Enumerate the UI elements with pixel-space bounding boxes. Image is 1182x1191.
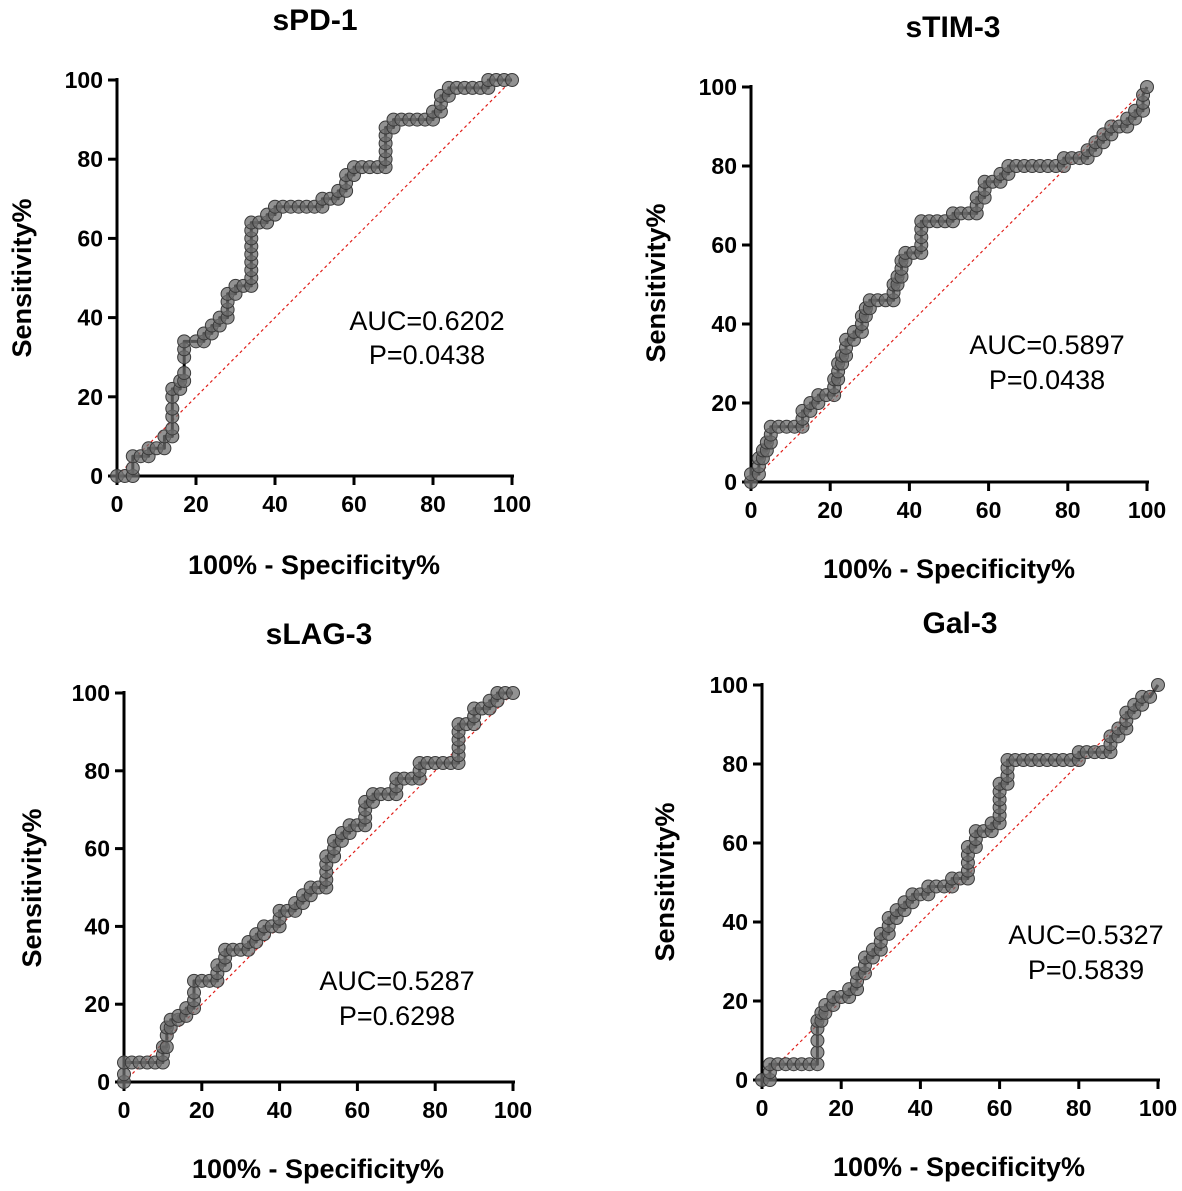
x-axis-label: 100% - Specificity%	[188, 550, 440, 580]
y-tick-label: 60	[722, 830, 748, 856]
x-tick-label: 60	[345, 1097, 371, 1123]
roc-data-point	[1140, 80, 1154, 94]
x-tick-label: 20	[189, 1097, 215, 1123]
x-tick-label: 80	[1055, 497, 1081, 523]
y-axis-label: Sensitivity%	[17, 808, 47, 967]
y-tick-label: 60	[711, 232, 737, 258]
x-axis-label: 100% - Specificity%	[823, 554, 1075, 584]
y-tick-label: 40	[77, 305, 103, 331]
roc-data-point	[810, 1033, 825, 1048]
chart-title: sLAG-3	[266, 618, 373, 651]
x-tick-label: 40	[908, 1095, 934, 1121]
auc-annotation: AUC=0.5327	[1008, 920, 1163, 950]
y-tick-label: 20	[77, 384, 103, 410]
roc-data-point	[1143, 689, 1158, 704]
y-tick-label: 0	[735, 1067, 748, 1093]
y-tick-label: 100	[72, 680, 110, 706]
x-tick-label: 60	[341, 491, 367, 517]
x-tick-label: 80	[420, 491, 446, 517]
auc-annotation: AUC=0.6202	[349, 306, 504, 336]
x-tick-label: 100	[493, 491, 531, 517]
x-tick-label: 60	[987, 1095, 1013, 1121]
roc-data-point	[157, 441, 172, 456]
y-tick-label: 40	[711, 311, 737, 337]
y-tick-label: 100	[710, 672, 748, 698]
x-tick-label: 0	[756, 1095, 769, 1121]
x-tick-label: 0	[111, 491, 124, 517]
y-tick-label: 80	[722, 751, 748, 777]
chart-panel-1: sPD-1 0 20 40 60 80 100 0 20 40 60 80 100 100% - Spec…	[7, 4, 531, 580]
chart-panel-4: Gal-3 0 20 40 60 80 100 0 20 40 60 80 100 100% - Spec…	[650, 607, 1177, 1182]
auc-annotation: AUC=0.5287	[319, 966, 474, 996]
chart-title: sPD-1	[272, 4, 357, 37]
y-tick-label: 0	[724, 469, 737, 495]
x-tick-label: 80	[1066, 1095, 1092, 1121]
roc-data-point	[177, 366, 192, 381]
p-value-annotation: P=0.6298	[339, 1001, 455, 1031]
x-tick-label: 60	[976, 497, 1002, 523]
y-tick-label: 100	[699, 74, 737, 100]
y-tick-label: 40	[722, 909, 748, 935]
x-tick-label: 0	[745, 497, 758, 523]
roc-data-point	[177, 334, 192, 349]
roc-data-point	[810, 1057, 825, 1072]
y-axis-label: Sensitivity%	[7, 198, 37, 357]
roc-data-point	[165, 401, 180, 416]
roc-data-point	[505, 73, 519, 87]
y-tick-label: 40	[84, 913, 110, 939]
y-axis-label: Sensitivity%	[650, 802, 680, 961]
x-tick-label: 40	[262, 491, 288, 517]
p-value-annotation: P=0.0438	[369, 340, 485, 370]
x-tick-label: 0	[118, 1097, 131, 1123]
chart-title: sTIM-3	[905, 11, 1000, 44]
roc-data-point	[810, 1045, 825, 1060]
roc-data-point	[159, 1039, 174, 1054]
roc-data-point	[165, 421, 180, 436]
y-tick-label: 80	[711, 153, 737, 179]
y-tick-label: 0	[97, 1069, 110, 1095]
y-tick-label: 80	[84, 758, 110, 784]
x-tick-label: 20	[183, 491, 209, 517]
x-axis-label: 100% - Specificity%	[192, 1154, 444, 1184]
x-tick-label: 100	[494, 1097, 532, 1123]
y-tick-label: 20	[84, 991, 110, 1017]
y-tick-label: 20	[711, 390, 737, 416]
roc-data-point	[125, 461, 140, 476]
x-tick-label: 80	[422, 1097, 448, 1123]
auc-annotation: AUC=0.5897	[969, 330, 1124, 360]
x-tick-label: 100	[1128, 497, 1166, 523]
x-tick-label: 40	[267, 1097, 293, 1123]
roc-data-point	[187, 985, 202, 1000]
x-tick-label: 40	[897, 497, 923, 523]
x-axis-label: 100% - Specificity%	[833, 1152, 1085, 1182]
x-tick-label: 20	[828, 1095, 854, 1121]
chart-panel-2: sTIM-3 0 20 40 60 80 100 0 20 40 60 80 100 100% - Spe…	[641, 11, 1166, 584]
roc-data-point	[117, 1067, 131, 1082]
p-value-annotation: P=0.5839	[1028, 955, 1144, 985]
chart-panel-3: sLAG-3 0 20 40 60 80 100 0 20 40 60 80 100 100% - Spe…	[17, 618, 532, 1184]
y-tick-label: 60	[84, 836, 110, 862]
y-tick-label: 0	[90, 463, 103, 489]
y-tick-label: 60	[77, 225, 103, 251]
y-tick-label: 80	[77, 146, 103, 172]
y-axis-label: Sensitivity%	[641, 203, 671, 362]
roc-data-point	[1151, 678, 1165, 692]
chart-title: Gal-3	[922, 607, 997, 640]
y-tick-label: 20	[722, 988, 748, 1014]
x-tick-label: 100	[1139, 1095, 1177, 1121]
y-tick-label: 100	[65, 67, 103, 93]
p-value-annotation: P=0.0438	[989, 365, 1105, 395]
roc-data-point	[506, 686, 520, 700]
x-tick-label: 20	[817, 497, 843, 523]
